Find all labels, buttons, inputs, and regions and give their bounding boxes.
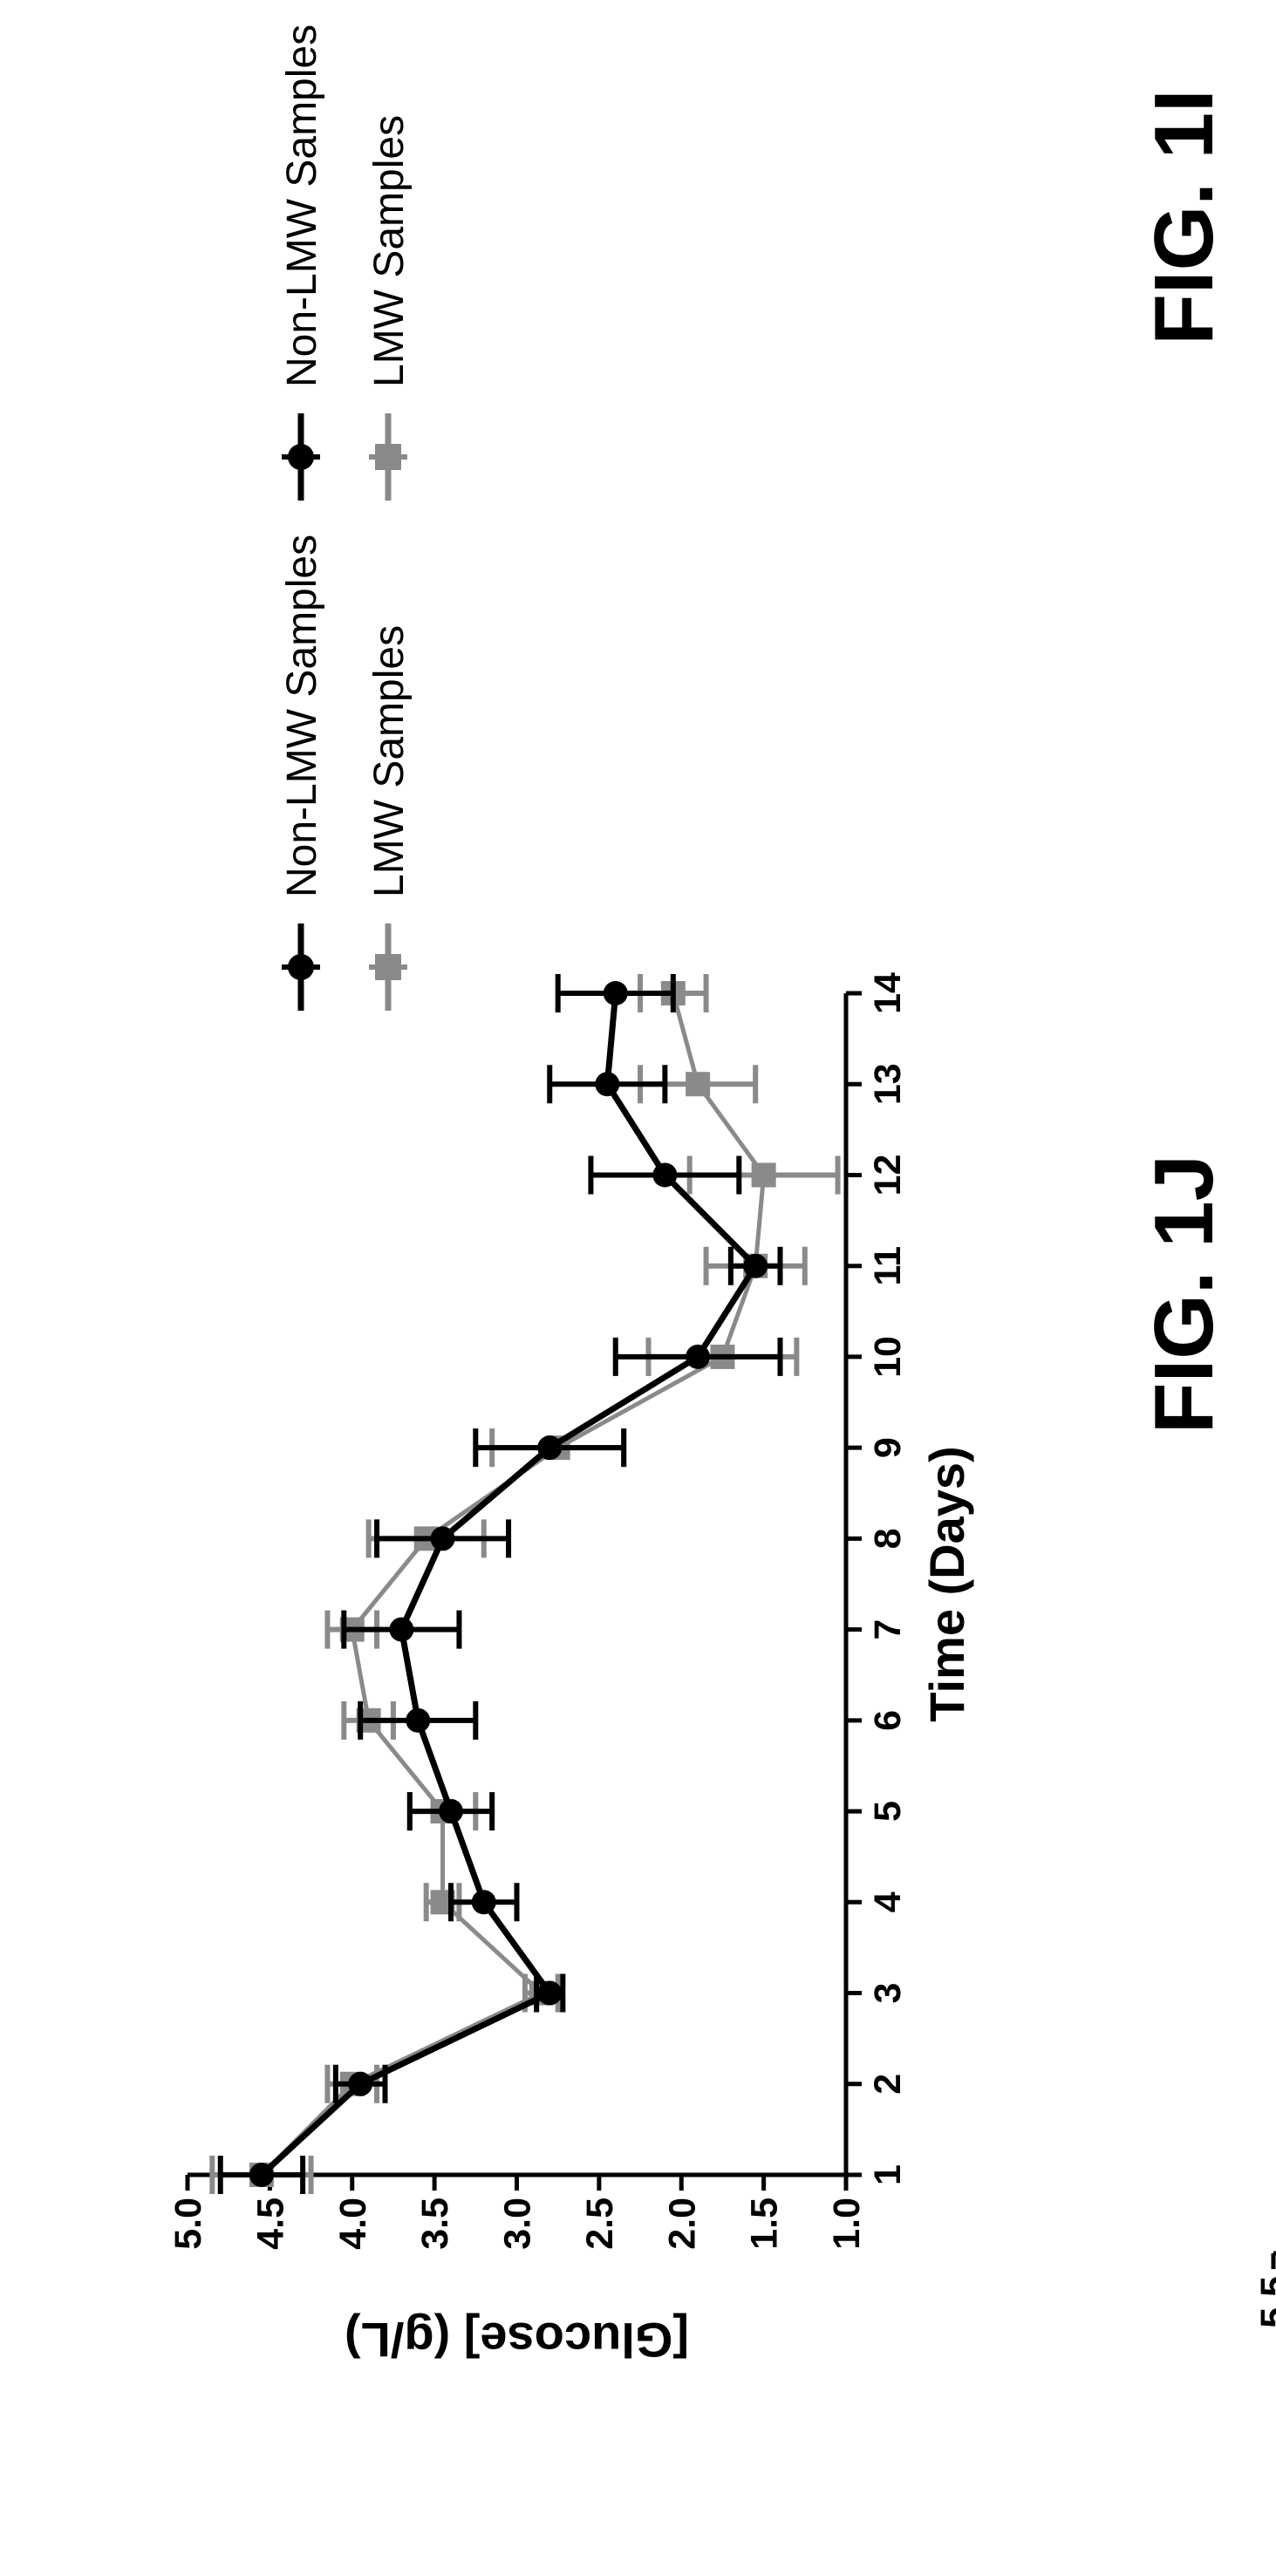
legend-marker-circle: [288, 954, 314, 980]
series-lmw: [209, 974, 841, 2194]
x-tick-label: 9: [867, 1437, 909, 1458]
x-tick-label: 6: [867, 1710, 909, 1731]
y-tick-label: 5.0: [167, 2198, 209, 2250]
y-tick-label: 4.5: [249, 2198, 291, 2250]
legend-label: Non-LMW Samples: [279, 24, 325, 387]
data-point: [430, 1526, 455, 1551]
x-tick-label: 14: [867, 972, 909, 1014]
chart-fig-1i: FIG. 1I0.00.51.01.52.02.53.03.54.04.55.0…: [279, 24, 1276, 2328]
legend-marker-square: [375, 954, 401, 980]
legend: Non-LMW Samples LMW Samples: [279, 535, 413, 1011]
data-point: [652, 1162, 678, 1188]
x-axis-title: Time (Days): [919, 1446, 974, 1721]
x-tick-label: 7: [867, 1619, 909, 1640]
x-tick-label: 12: [867, 1155, 909, 1196]
data-point: [686, 1072, 711, 1097]
figure-title: FIG. 1I: [1137, 89, 1231, 344]
x-tick-label: 2: [867, 2074, 909, 2095]
x-tick-label: 3: [867, 1983, 909, 2004]
legend-label: LMW Samples: [366, 115, 413, 387]
data-point: [471, 1890, 496, 1915]
chart-fig-1j: FIG. 1J1.01.52.02.53.03.54.04.55.0123456…: [167, 535, 1231, 2368]
y-tick-label: 1.5: [744, 2198, 786, 2250]
y-tick-label: 4.0: [332, 2198, 374, 2250]
data-point: [537, 1435, 563, 1461]
data-point: [743, 1253, 768, 1278]
data-point: [348, 2071, 373, 2096]
y-tick-label: 2.5: [579, 2198, 621, 2250]
data-point: [603, 981, 628, 1005]
legend: Non-LMW Samples LMW Samples: [279, 24, 413, 501]
legend-marker-circle: [288, 444, 314, 470]
y-tick-label: 3.5: [414, 2198, 456, 2250]
data-point: [686, 1344, 711, 1369]
x-tick-label: 5: [867, 1801, 909, 1822]
x-tick-label: 1: [867, 2164, 909, 2185]
series-line: [260, 992, 767, 2177]
data-point: [389, 1617, 414, 1642]
x-tick-label: 8: [867, 1528, 909, 1549]
figure-title: FIG. 1J: [1137, 1155, 1231, 1434]
legend-marker-square: [375, 444, 401, 470]
y-tick-label: 2.0: [661, 2198, 703, 2250]
x-tick-label: 13: [867, 1063, 909, 1105]
data-point: [595, 1072, 620, 1097]
legend-label: LMW Samples: [366, 625, 413, 897]
y-axis-title: [Glucose] (g/L): [345, 2313, 689, 2368]
data-point: [249, 2163, 274, 2187]
x-tick-label: 11: [867, 1246, 909, 1285]
data-point: [439, 1799, 463, 1824]
y-tick-label: 3.0: [497, 2198, 539, 2250]
y-tick-label: 1.0: [826, 2198, 868, 2250]
x-tick-label: 4: [867, 1891, 909, 1912]
series-non-lmw: [217, 974, 783, 2194]
data-point: [537, 1980, 563, 2006]
data-point: [751, 1162, 776, 1188]
x-tick-label: 10: [867, 1336, 909, 1378]
series-line: [259, 992, 759, 2177]
y-tick-label: 5.5: [1253, 2276, 1276, 2328]
rotated-page-content: FIG. 1J1.01.52.02.53.03.54.04.55.0123456…: [167, 24, 1276, 2368]
legend-label: Non-LMW Samples: [279, 535, 325, 897]
data-point: [406, 1707, 431, 1733]
